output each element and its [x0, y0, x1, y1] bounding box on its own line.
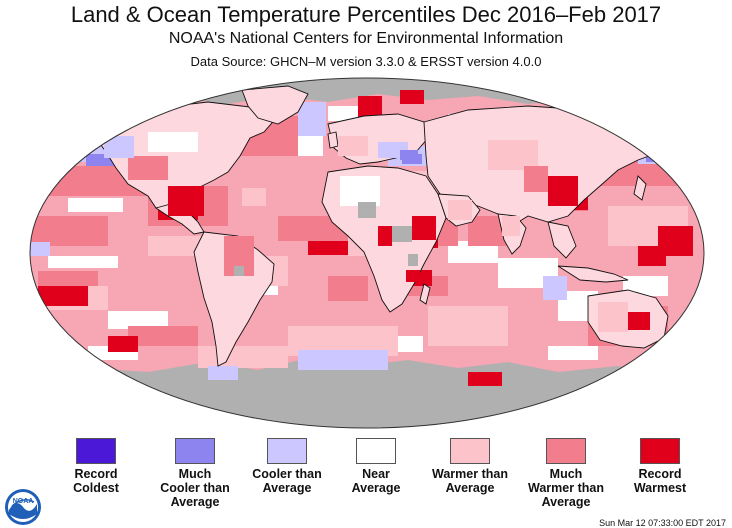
legend-item-cooler: Cooler than Average: [237, 438, 337, 495]
legend-label-cooler: Cooler than Average: [252, 467, 322, 495]
legend-swatch-cooler: [267, 438, 307, 464]
legend-item-much-warmer: Much Warmer than Average: [516, 438, 616, 509]
legend-label-much-cooler: Much Cooler than Average: [160, 467, 230, 509]
map-title: Land & Ocean Temperature Percentiles Dec…: [70, 2, 662, 27]
legend-swatch-record-coldest: [76, 438, 116, 464]
legend-swatch-much-warmer: [546, 438, 586, 464]
japan-land: [633, 175, 647, 201]
indonesia-land: [557, 265, 629, 283]
map-subtitle: NOAA's National Centers for Environmenta…: [168, 30, 564, 47]
legend-swatch-record-warmest: [640, 438, 680, 464]
legend-swatch-much-cooler: [175, 438, 215, 464]
legend-item-near-average: Near Average: [326, 438, 426, 495]
timestamp: Sun Mar 12 07:33:00 EDT 2017: [599, 518, 726, 528]
legend-item-much-cooler: Much Cooler than Average: [145, 438, 245, 509]
legend-swatch-warmer: [450, 438, 490, 464]
legend-item-warmer: Warmer than Average: [420, 438, 520, 495]
legend-label-much-warmer: Much Warmer than Average: [528, 467, 604, 509]
southeast-asia-land: [547, 221, 577, 259]
madagascar-land: [419, 283, 431, 305]
new-zealand-land: [677, 345, 691, 369]
greenland-land: [241, 85, 309, 125]
svg-text:NOAA: NOAA: [13, 498, 34, 505]
legend-item-record-coldest: Record Coldest: [46, 438, 146, 495]
noaa-logo-icon: NOAA: [5, 489, 41, 525]
legend-swatch-near-average: [356, 438, 396, 464]
land-anomalies: [104, 132, 650, 332]
legend-label-near-average: Near Average: [351, 467, 401, 495]
legend-label-record-warmest: Record Warmest: [633, 467, 687, 495]
uk-land: [327, 131, 339, 149]
globe-outline: [29, 77, 705, 429]
data-source-line: Data Source: GHCN–M version 3.3.0 & ERSS…: [190, 54, 542, 69]
legend-item-record-warmest: Record Warmest: [610, 438, 710, 495]
legend-label-record-coldest: Record Coldest: [73, 467, 119, 495]
legend-label-warmer: Warmer than Average: [432, 467, 508, 495]
world-temperature-map: [29, 77, 705, 429]
